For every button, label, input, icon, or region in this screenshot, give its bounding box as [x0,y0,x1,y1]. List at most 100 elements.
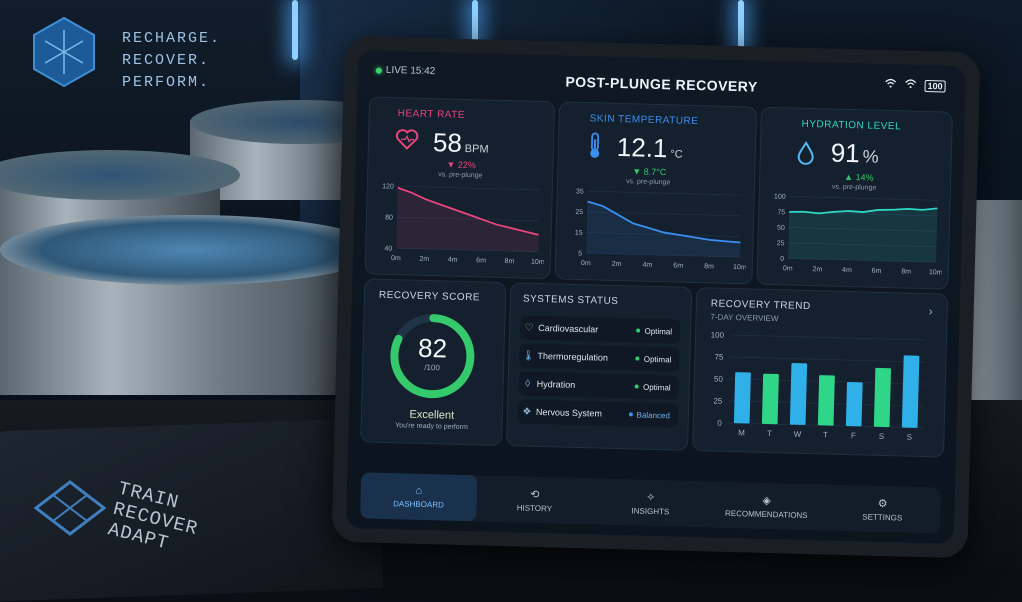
system-status-text: Optimal [643,382,671,392]
nav-item-insights[interactable]: ✧ Insights [592,478,709,527]
metric-delta-note: vs. pre-plunge [438,171,483,179]
x-tick-label: M [738,428,745,437]
gear-icon: ⚙ [878,496,888,509]
y-tick-label: 5 [578,250,582,257]
metric-delta: ▲ 14% [844,172,874,183]
metric-value: 91% [830,138,879,170]
recovery-score-card[interactable]: Recovery Score 82 /100 Excellent You're … [360,278,506,446]
system-status-text: Optimal [644,354,672,364]
trend-bar [846,382,863,426]
brand-tagline: RECHARGE. RECOVER. PERFORM. [122,28,221,94]
system-name: Nervous System [536,407,629,419]
heart-outline-icon: ♡ [520,322,538,333]
brand-line: RECHARGE. [122,28,221,50]
systems-status-card[interactable]: Systems Status ♡ Cardiovascular Optimal … [506,282,692,451]
system-row-nervous-system[interactable]: ❖ Nervous System Balanced [518,399,679,427]
nav-item-dashboard[interactable]: ⌂Dashboard [360,472,477,521]
nav-item-settings[interactable]: ⚙Settings [824,484,941,533]
tablet-screen: LIVE 15:42 POST-PLUNGE RECOVERY 100 Hear… [346,50,966,544]
nav-label: History [517,503,553,513]
insights-icon: ✧ [646,490,656,503]
x-tick-label: 10m [531,259,545,266]
x-tick-label: W [794,430,802,439]
towel-logo [30,478,110,538]
x-tick-label: 4m [448,257,458,264]
y-tick-label: 75 [777,209,785,216]
metric-unit: % [862,146,879,166]
y-tick-label: 0 [780,256,784,263]
system-status: Balanced [628,410,678,420]
metric-unit: BPM [465,143,489,156]
y-tick-label: 100 [774,194,786,201]
system-status: Optimal [636,354,680,364]
status-dot-icon [636,356,640,360]
trend-bar [762,374,779,425]
metric-number: 58 [433,127,463,158]
page-title: POST-PLUNGE RECOVERY [357,68,965,100]
x-tick-label: 4m [642,262,652,269]
system-status: Optimal [636,326,680,336]
x-tick-label: 0m [581,260,591,267]
x-tick-label: 6m [476,257,486,264]
x-tick-label: 10m [733,264,747,271]
hydration-card[interactable]: Hydration Level 91% ▲ 14% vs. pre-plunge… [756,107,953,290]
system-name: Hydration [537,379,636,392]
system-row-thermoregulation[interactable]: 🌡︎ Thermoregulation Optimal [519,343,680,371]
x-tick-label: 2m [612,261,622,268]
nav-item-recommendations[interactable]: ◈Recommendations [708,481,825,530]
system-name: Thermoregulation [537,351,636,364]
recovery-trend-card[interactable]: Recovery Trend 7-Day Overview › 10075502… [692,287,948,458]
y-tick-label: 25 [575,209,583,216]
droplet-icon [796,141,815,171]
metric-unit: °C [670,148,683,160]
nav-item-history[interactable]: ⟲ History [476,475,593,524]
droplet-icon: ◊ [519,378,537,389]
heart-icon [395,128,420,157]
trend-bar [790,363,807,425]
recovery-message: You're ready to perform [361,421,501,432]
gridline [729,357,925,362]
brand-line: PERFORM. [122,72,221,94]
x-tick-label: 0m [391,255,401,262]
system-row-hydration[interactable]: ◊ Hydration Optimal [518,371,679,399]
status-dot-icon [637,329,641,333]
metric-delta: ▼ 22% [446,159,476,170]
brand-line: RECOVER. [122,50,221,72]
x-tick-label: 6m [673,262,683,269]
nav-label: Recommendations [725,508,808,519]
trend-bar [818,375,835,426]
metric-number: 91 [830,138,860,169]
recovery-rating: Excellent [362,407,502,423]
recovery-trend-title: Recovery Trend [711,298,811,312]
gridline [730,335,926,340]
y-tick-label: 40 [384,245,392,252]
y-tick-label: 100 [711,330,725,339]
x-tick-label: 8m [704,263,714,270]
y-tick-label: 35 [576,188,584,195]
nav-label: Insights [631,506,669,516]
history-icon: ⟲ [530,487,540,500]
system-row-cardiovascular[interactable]: ♡ Cardiovascular Optimal [520,315,681,343]
system-icons: 100 [884,78,945,93]
chevron-right-icon[interactable]: › [929,304,933,318]
y-tick-label: 120 [382,183,394,190]
skin-temperature-card[interactable]: Skin Temperature 12.1°C ▼ 8.7°C vs. pre-… [554,101,757,284]
metric-label: Skin Temperature [590,113,699,127]
status-dot-icon [629,412,633,416]
systems-status-title: Systems Status [523,294,619,307]
gridline [398,186,540,190]
y-tick-label: 50 [777,225,785,232]
system-name: Cardiovascular [538,323,637,336]
brand-logo [28,16,100,88]
x-tick-label: S [907,433,913,442]
metric-label: Heart Rate [398,108,466,121]
y-tick-label: 15 [575,230,583,237]
system-status-text: Optimal [644,326,672,336]
metric-delta: ▼ 8.7°C [632,166,666,177]
trend-bar [902,355,920,428]
x-tick-label: F [851,431,856,440]
x-tick-label: 8m [901,268,911,275]
ice-tub-rim [0,215,380,285]
